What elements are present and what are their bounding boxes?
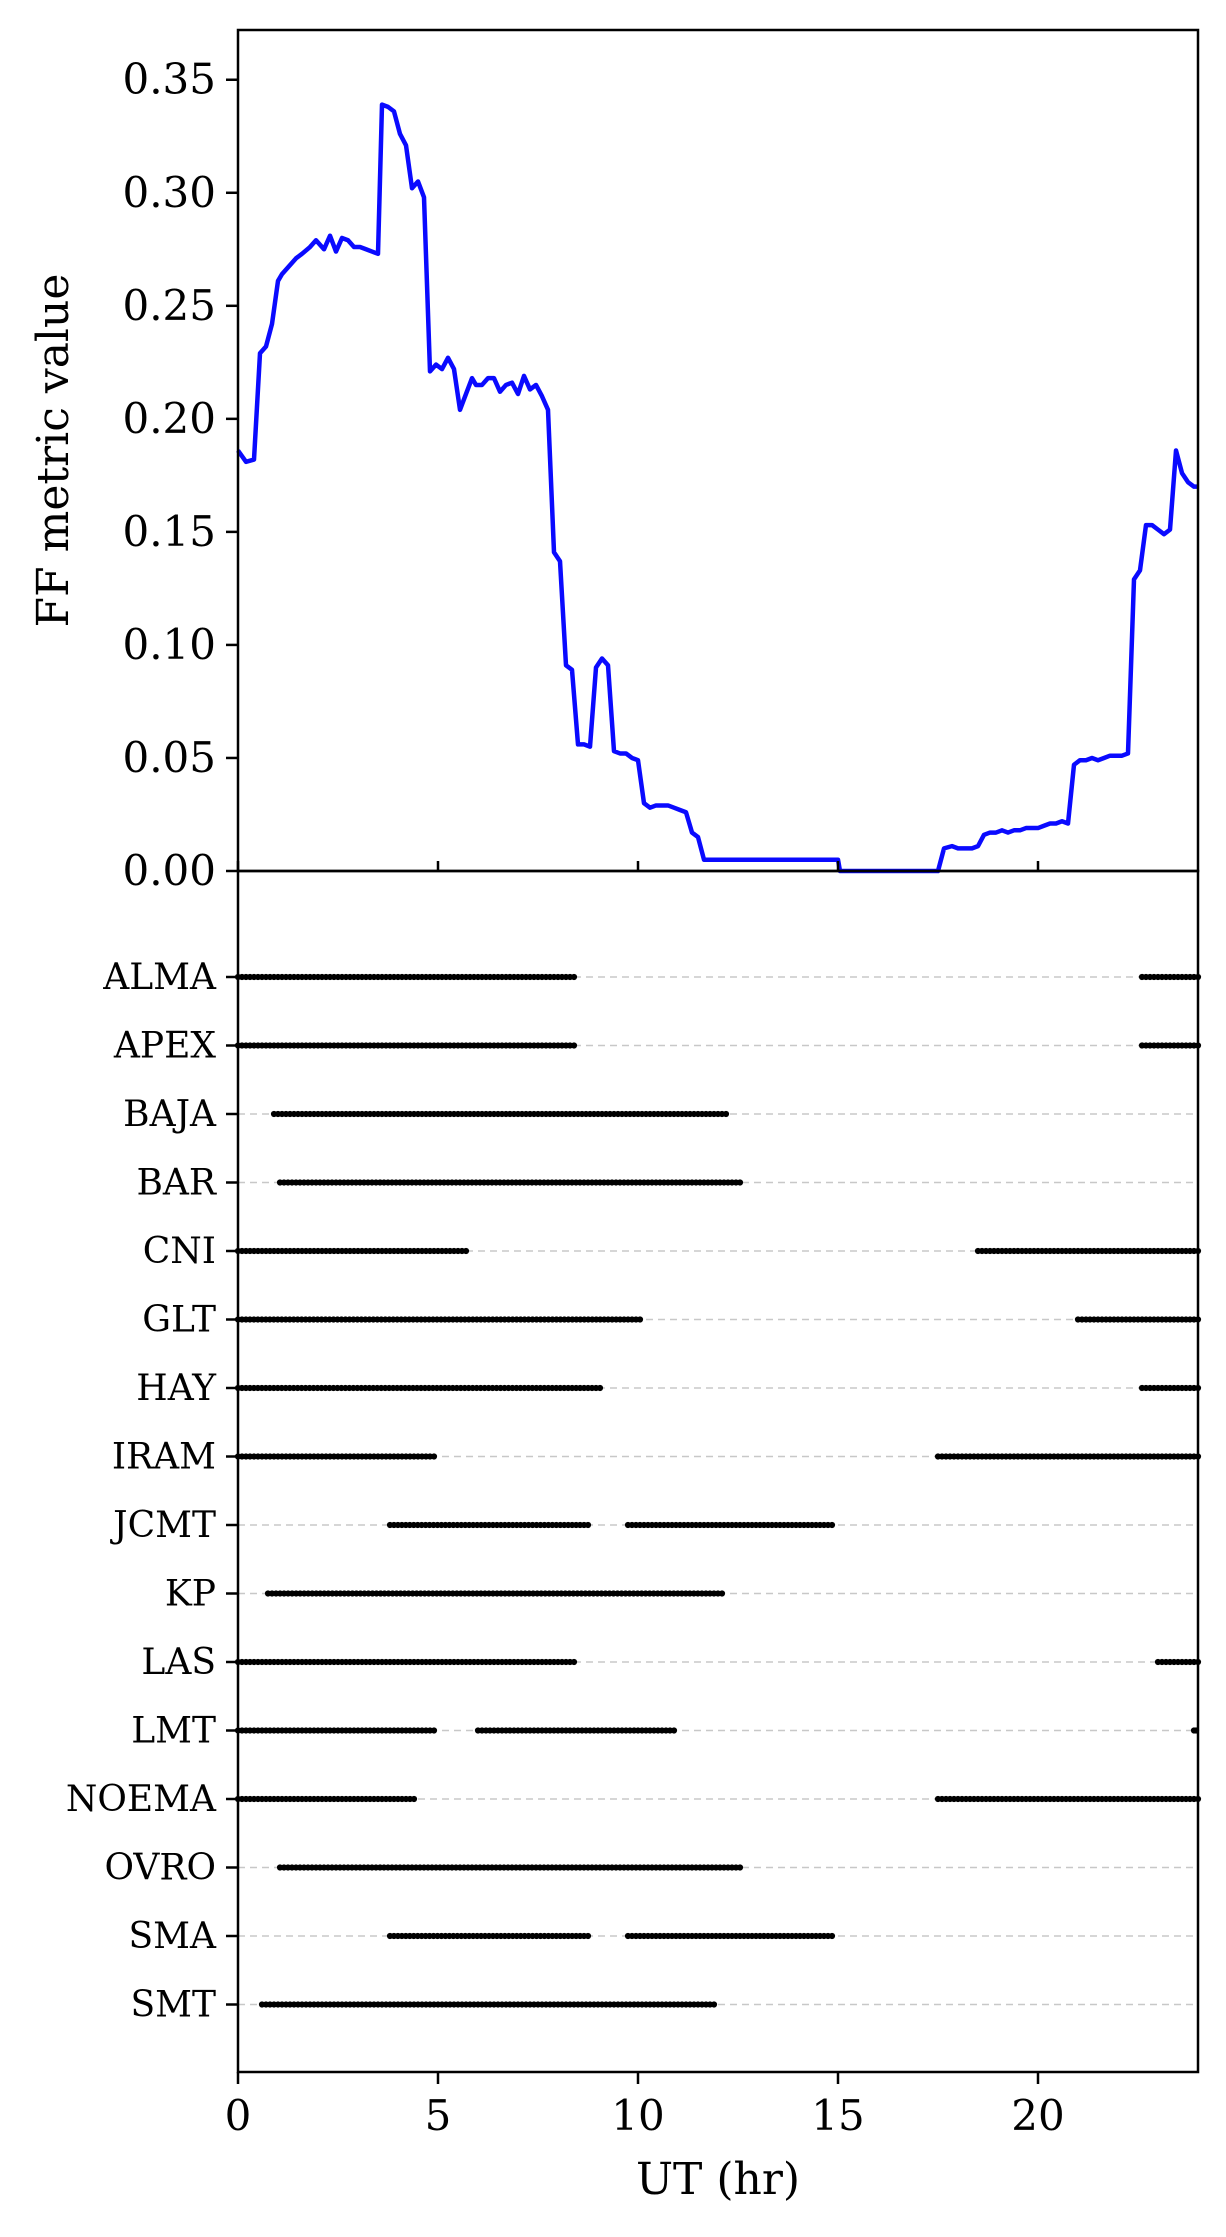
y-tick-label: 0.15 <box>122 507 216 556</box>
y-tick-label: 0.25 <box>122 281 216 330</box>
x-tick-label: 10 <box>611 2091 664 2140</box>
visibility-point <box>670 1727 678 1734</box>
visibility-point <box>570 973 578 981</box>
visibility-point <box>570 1042 578 1049</box>
visibility-point <box>828 1932 836 1940</box>
ut-x-axis-label: UT (hr) <box>636 2154 800 2205</box>
site-label-sma: SMA <box>128 1916 217 1957</box>
visibility-point <box>736 1179 744 1186</box>
site-row-apex <box>234 1042 1202 1049</box>
y-tick-label: 0.35 <box>122 55 216 104</box>
visibility-point <box>584 1521 592 1529</box>
visibility-point <box>430 1453 438 1460</box>
y-tick-label: 0.20 <box>122 394 216 443</box>
y-tick-label: 0.10 <box>122 620 216 669</box>
site-row-cni <box>234 1247 1202 1255</box>
x-tick-label: 5 <box>425 2091 452 2140</box>
site-visibility-panel: ALMA APEX BAJA BAR CNI GLT HAY IRAM JCMT KP LAS LMT… <box>66 861 1202 2205</box>
site-label-noema: NOEMA <box>66 1779 217 1820</box>
visibility-point <box>596 1384 604 1392</box>
site-label-alma: ALMA <box>102 957 217 998</box>
y-tick-label: 0.00 <box>122 846 216 895</box>
site-label-baja: BAJA <box>123 1094 217 1135</box>
ff-metric-panel: 0.00 0.05 0.10 0.15 0.20 0.25 0.30 0.35 FF metr… <box>28 28 1200 895</box>
visibility-point <box>636 1316 644 1323</box>
site-row-bar <box>276 1179 744 1186</box>
site-label-smt: SMT <box>130 1985 216 2026</box>
site-label-kp: KP <box>165 1574 216 1615</box>
x-tick-label: 0 <box>225 2091 252 2140</box>
site-row-ovro <box>276 1864 744 1871</box>
site-label-iram: IRAM <box>112 1437 216 1478</box>
visibility-point <box>584 1932 592 1940</box>
visibility-point <box>410 1795 418 1803</box>
ff-metric-line <box>236 102 1198 874</box>
y-tick-label: 0.30 <box>122 168 216 217</box>
site-row-las <box>234 1658 1202 1666</box>
visibility-point <box>462 1247 470 1255</box>
site-panel-frame <box>236 869 1200 2074</box>
x-tick-label: 15 <box>811 2091 864 2140</box>
site-row-sma <box>386 1932 836 1940</box>
ff-y-axis-label: FF metric value <box>28 274 79 628</box>
site-visibility-points <box>234 973 1202 2008</box>
visibility-point <box>718 1590 726 1597</box>
visibility-point <box>828 1521 836 1529</box>
site-label-bar: BAR <box>136 1163 216 1204</box>
site-label-hay: HAY <box>136 1368 217 1409</box>
site-row-iram <box>234 1453 1202 1460</box>
site-label-jcmt: JCMT <box>109 1505 216 1546</box>
site-label-las: LAS <box>141 1642 216 1683</box>
visibility-point <box>710 2001 718 2008</box>
visibility-point <box>722 1110 730 1118</box>
site-row-glt <box>234 1316 1202 1323</box>
site-row-noema <box>234 1795 1202 1803</box>
site-row-lmt <box>234 1727 1200 1734</box>
y-tick-label: 0.05 <box>122 733 216 782</box>
site-label-apex: APEX <box>113 1026 217 1067</box>
x-tick-label: 20 <box>1011 2091 1064 2140</box>
site-row-jcmt <box>386 1521 836 1529</box>
visibility-point <box>736 1864 744 1871</box>
ut-x-axis-ticks: 0 5 10 15 20 <box>225 861 1065 2140</box>
site-label-ovro: OVRO <box>105 1848 217 1889</box>
visibility-point <box>570 1658 578 1666</box>
site-row-baja <box>270 1110 730 1118</box>
site-row-hay <box>234 1384 1202 1392</box>
site-label-cni: CNI <box>143 1231 216 1272</box>
site-row-kp <box>264 1590 726 1597</box>
site-labels: ALMA APEX BAJA BAR CNI GLT HAY IRAM JCMT KP LAS LMT… <box>66 957 238 2026</box>
site-row-alma <box>234 973 1202 981</box>
site-row-smt <box>258 2001 718 2008</box>
site-label-lmt: LMT <box>131 1711 216 1752</box>
site-label-glt: GLT <box>142 1300 216 1341</box>
ff-y-axis-ticks: 0.00 0.05 0.10 0.15 0.20 0.25 0.30 0.35 <box>122 55 238 895</box>
visibility-point <box>430 1727 438 1734</box>
